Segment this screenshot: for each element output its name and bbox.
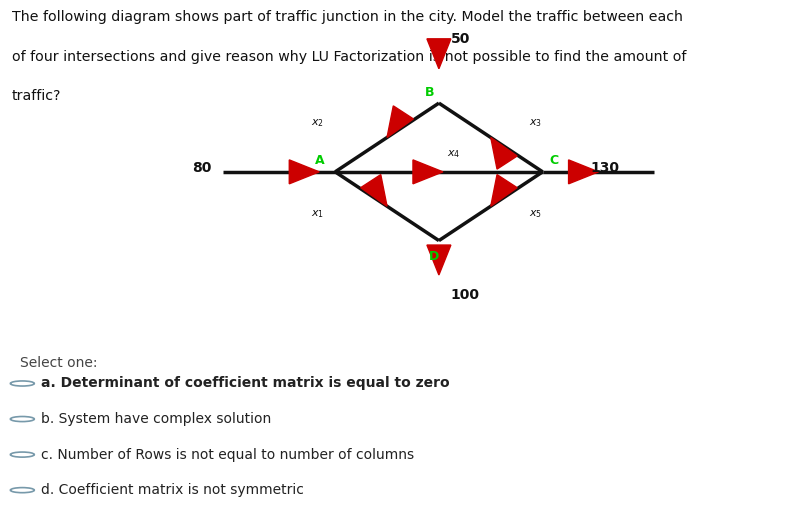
Text: $x_1$: $x_1$ bbox=[311, 209, 324, 221]
Polygon shape bbox=[387, 106, 413, 137]
Text: of four intersections and give reason why LU Factorization is not possible to fi: of four intersections and give reason wh… bbox=[12, 50, 686, 64]
Polygon shape bbox=[427, 245, 451, 275]
Polygon shape bbox=[289, 160, 319, 184]
Text: a. Determinant of coefficient matrix is equal to zero: a. Determinant of coefficient matrix is … bbox=[41, 377, 450, 390]
Text: b. System have complex solution: b. System have complex solution bbox=[41, 412, 272, 426]
Text: 130: 130 bbox=[591, 161, 619, 175]
Text: traffic?: traffic? bbox=[12, 89, 61, 103]
Text: A: A bbox=[315, 154, 325, 167]
Polygon shape bbox=[491, 174, 517, 206]
Text: $x_4$: $x_4$ bbox=[447, 148, 460, 160]
Text: The following diagram shows part of traffic junction in the city. Model the traf: The following diagram shows part of traf… bbox=[12, 10, 683, 24]
Text: d. Coefficient matrix is not symmetric: d. Coefficient matrix is not symmetric bbox=[41, 483, 304, 497]
Polygon shape bbox=[491, 137, 517, 169]
Text: 50: 50 bbox=[451, 32, 470, 46]
Text: $x_2$: $x_2$ bbox=[311, 117, 324, 129]
Text: Select one:: Select one: bbox=[20, 356, 97, 369]
Text: 100: 100 bbox=[451, 288, 480, 302]
Polygon shape bbox=[568, 160, 598, 184]
Polygon shape bbox=[413, 160, 443, 184]
Text: B: B bbox=[425, 86, 434, 98]
Text: C: C bbox=[549, 154, 558, 167]
Text: $x_3$: $x_3$ bbox=[529, 117, 542, 129]
Text: c. Number of Rows is not equal to number of columns: c. Number of Rows is not equal to number… bbox=[41, 448, 415, 462]
Polygon shape bbox=[427, 39, 451, 69]
Polygon shape bbox=[361, 174, 387, 206]
Text: $x_5$: $x_5$ bbox=[529, 209, 542, 221]
Text: 80: 80 bbox=[192, 161, 211, 175]
Text: D: D bbox=[429, 249, 439, 263]
